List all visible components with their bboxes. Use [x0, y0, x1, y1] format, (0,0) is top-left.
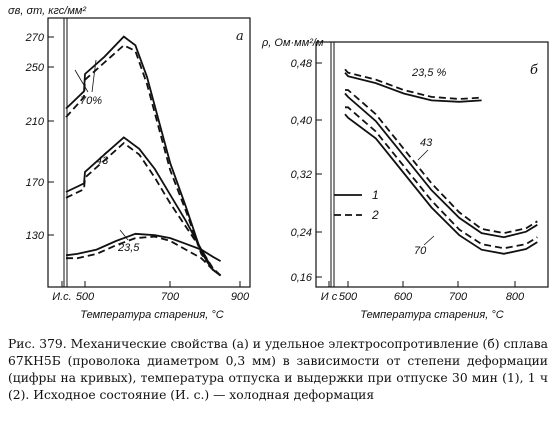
- panel-b-y-tick-label: 0,32: [291, 169, 312, 181]
- panel-a-y-tick-label: 130: [26, 230, 45, 242]
- panel-a-curve-label: 23,5: [117, 242, 140, 254]
- panel-a-y-tick-label: 170: [26, 177, 45, 189]
- panel-b-frame: [315, 41, 549, 288]
- panel-b-series-line-solid: [344, 113, 538, 255]
- panel-a-y-tick-label: 250: [25, 62, 45, 74]
- panel-a-frame: [47, 17, 251, 288]
- panel-a-letter: а: [236, 29, 244, 44]
- panel-b-legend-label: 1: [372, 188, 379, 202]
- panel-b-x-tick-label: 700: [449, 291, 468, 303]
- panel-b-series-line-dashed: [344, 68, 482, 100]
- panel-a-series-line-dashed: [66, 235, 222, 277]
- panel-a-series-line-solid: [65, 232, 222, 262]
- panel-b-series-line-dashed: [345, 106, 538, 250]
- panel-b-curve-label: 43: [420, 137, 433, 149]
- panel-a-label-leader: [91, 59, 97, 93]
- panel-a-label-leader: [119, 229, 129, 241]
- panel-a-label-leader: [74, 69, 89, 93]
- panel-a-label-leader: [103, 145, 115, 155]
- panel-a-x-tick-label: 700: [161, 291, 180, 303]
- panel-b-series-line-solid: [344, 72, 482, 103]
- figure: 130 170 210 250 270 И.с. 500 700 900 σв, σт, кгс/…: [8, 5, 549, 321]
- panel-b-legend-label: 2: [371, 208, 379, 222]
- panel-b-x-tick-label: 500: [339, 291, 358, 303]
- panel-a-series-line-dashed: [65, 44, 222, 277]
- figure-caption: Рис. 379. Механические свойства (а) и уд…: [8, 337, 548, 402]
- panel-b-y-tick-label: 0,48: [291, 58, 313, 70]
- panel-a-x-tick-label: И.с.: [52, 291, 71, 303]
- panel-b-letter: б: [530, 63, 538, 78]
- panel-b-x-tick-label: И с: [321, 291, 338, 303]
- panel-b-x-axis-label: Температура старения, °С: [360, 309, 503, 321]
- panel-b-y-tick-label: 0,40: [291, 115, 313, 127]
- panel-a-curve-label: 43: [96, 155, 109, 167]
- panel-b-label-leader: [417, 149, 429, 161]
- panel-b-series-line-solid: [344, 92, 538, 239]
- panel-b-curve-label: 23,5 %: [411, 67, 446, 79]
- panel-b-y-tick-label: 0,24: [291, 227, 312, 239]
- panel-a-y-tick-label: 210: [25, 116, 45, 128]
- panel-b-y-tick-label: 0,16: [291, 272, 313, 284]
- panel-b-curve-label: 70: [414, 245, 427, 257]
- panel-b-y-axis-label: ρ, Ом·мм²/м: [261, 37, 324, 49]
- panel-a-y-axis-label: σв, σт, кгс/мм²: [8, 5, 86, 17]
- panel-a-x-tick-label: 900: [231, 291, 250, 303]
- panel-a-x-axis-label: Температура старения, °С: [80, 309, 223, 321]
- panel-a-series-line-solid: [65, 35, 222, 277]
- panel-a-x-tick-label: 500: [76, 291, 95, 303]
- panel-b-x-tick-label: 600: [394, 291, 413, 303]
- panel-a-curve-label: 70%: [80, 95, 102, 107]
- panel-b-label-leader: [423, 235, 435, 246]
- panel-b-x-tick-label: 800: [506, 291, 525, 303]
- panel-a-series-line-dashed: [65, 141, 222, 277]
- panel-a-y-tick-label: 270: [25, 32, 45, 44]
- panel-b-series-line-dashed: [345, 89, 538, 235]
